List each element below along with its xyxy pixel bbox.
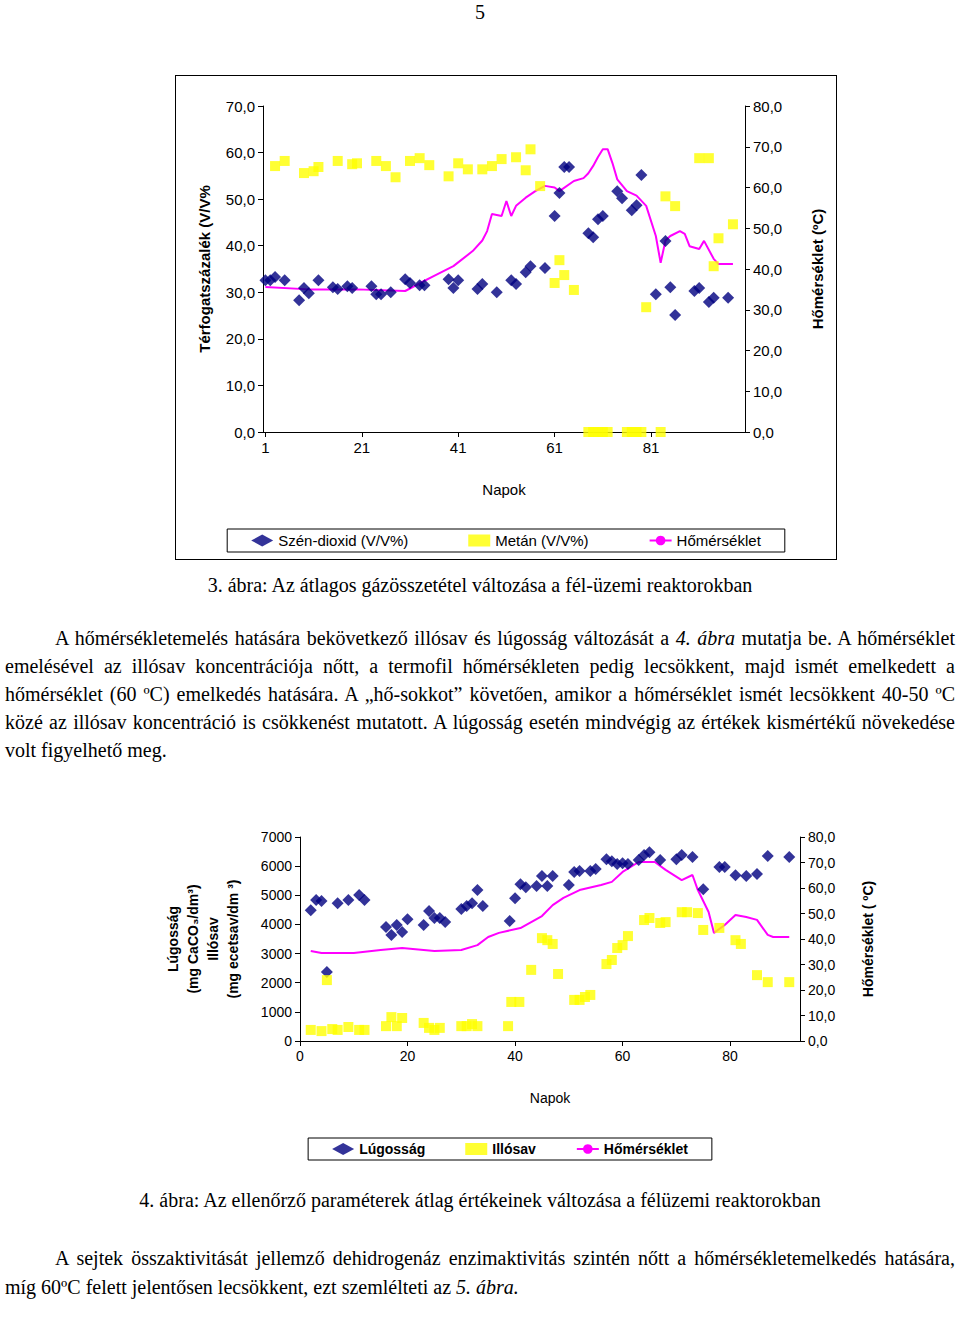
svg-text:Hőmérséklet (ºC): Hőmérséklet (ºC) [809, 209, 826, 330]
html-text:5: 5 [475, 1, 485, 23]
svg-text:3000: 3000 [261, 946, 292, 962]
svg-text:70,0: 70,0 [753, 138, 782, 155]
svg-text:70,0: 70,0 [808, 855, 835, 871]
svg-text:40: 40 [507, 1048, 523, 1064]
svg-text:10,0: 10,0 [226, 377, 255, 394]
svg-text:4000: 4000 [261, 916, 292, 932]
svg-text:40,0: 40,0 [808, 931, 835, 947]
svg-text:41: 41 [450, 439, 467, 456]
svg-text:Hőmérséklet ( ºC): Hőmérséklet ( ºC) [860, 881, 876, 997]
svg-text:20,0: 20,0 [226, 330, 255, 347]
svg-text:Szén-dioxid (V/V%): Szén-dioxid (V/V%) [278, 532, 408, 549]
html-text:3. ábra: Az átlagos gázösszeté: 3. ábra: Az átlagos gázösszetétel változ… [207, 574, 753, 596]
svg-text:0,0: 0,0 [234, 424, 255, 441]
svg-text:1000: 1000 [261, 1004, 292, 1020]
svg-text:(mg CaCO₃/dm³): (mg CaCO₃/dm³) [185, 884, 201, 993]
svg-text:20,0: 20,0 [808, 982, 835, 998]
svg-text:Hőmérséklet: Hőmérséklet [604, 1141, 688, 1157]
svg-text:60: 60 [615, 1048, 631, 1064]
svg-text:2000: 2000 [261, 975, 292, 991]
svg-text:40,0: 40,0 [753, 261, 782, 278]
html-text:A sejtek összaktivitását jelle: A sejtek összaktivitását jellemző dehidr… [5, 1247, 955, 1298]
svg-text:50,0: 50,0 [226, 191, 255, 208]
svg-text:30,0: 30,0 [808, 957, 835, 973]
svg-text:5000: 5000 [261, 887, 292, 903]
svg-text:40,0: 40,0 [226, 237, 255, 254]
html-text:A hőmérsékletemelés hatására b: A hőmérsékletemelés hatására bekövetkező… [5, 627, 955, 761]
svg-text:Térfogatszázalék (V/V%: Térfogatszázalék (V/V% [196, 185, 213, 353]
svg-text:6000: 6000 [261, 858, 292, 874]
svg-text:Lúgosság: Lúgosság [165, 906, 181, 972]
svg-text:50,0: 50,0 [753, 220, 782, 237]
svg-text:70,0: 70,0 [226, 98, 255, 115]
svg-text:Napok: Napok [530, 1090, 571, 1106]
svg-text:80,0: 80,0 [808, 829, 835, 845]
svg-text:Napok: Napok [482, 481, 526, 498]
svg-text:60,0: 60,0 [808, 880, 835, 896]
svg-text:1: 1 [261, 439, 269, 456]
svg-text:Lúgosság: Lúgosság [359, 1141, 425, 1157]
svg-text:21: 21 [353, 439, 370, 456]
svg-text:60,0: 60,0 [226, 144, 255, 161]
svg-text:Illósav: Illósav [205, 917, 221, 961]
svg-text:20,0: 20,0 [753, 342, 782, 359]
svg-text:0,0: 0,0 [808, 1033, 828, 1049]
svg-text:Illósav: Illósav [492, 1141, 536, 1157]
svg-text:50,0: 50,0 [808, 906, 835, 922]
svg-text:0: 0 [296, 1048, 304, 1064]
svg-text:Hőmérséklet: Hőmérséklet [677, 532, 762, 549]
svg-text:0,0: 0,0 [753, 424, 774, 441]
svg-text:(mg ecetsav/dm ³): (mg ecetsav/dm ³) [225, 879, 241, 998]
svg-text:7000: 7000 [261, 829, 292, 845]
svg-text:10,0: 10,0 [808, 1008, 835, 1024]
svg-text:10,0: 10,0 [753, 383, 782, 400]
svg-text:80,0: 80,0 [753, 98, 782, 115]
svg-text:Metán (V/V%): Metán (V/V%) [495, 532, 588, 549]
svg-text:0: 0 [284, 1033, 292, 1049]
svg-text:30,0: 30,0 [226, 284, 255, 301]
html-text:4. ábra: Az ellenőrző paraméte: 4. ábra: Az ellenőrző paraméterek átlag … [139, 1189, 821, 1211]
svg-text:61: 61 [546, 439, 563, 456]
svg-text:80: 80 [722, 1048, 738, 1064]
svg-text:30,0: 30,0 [753, 301, 782, 318]
svg-text:20: 20 [400, 1048, 416, 1064]
svg-text:81: 81 [643, 439, 660, 456]
svg-text:60,0: 60,0 [753, 179, 782, 196]
